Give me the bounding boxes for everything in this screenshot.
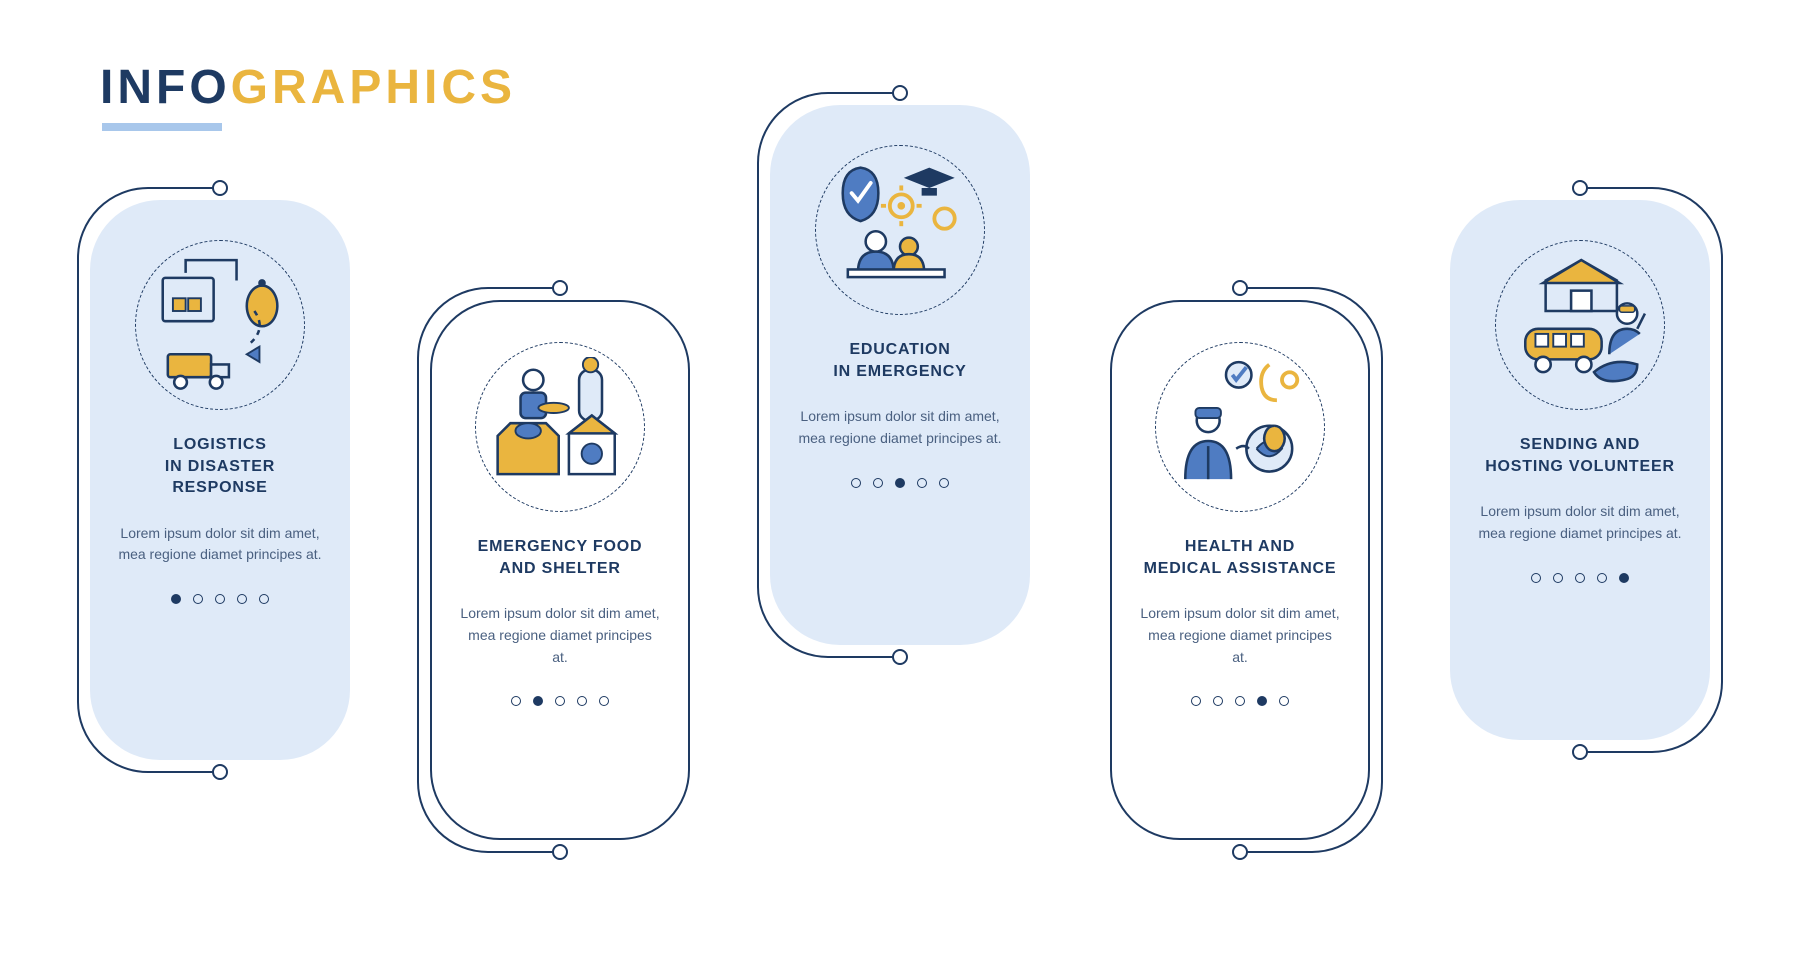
dot [1531, 573, 1541, 583]
bracket-endpoint [212, 764, 228, 780]
bracket-endpoint [892, 85, 908, 101]
dot [851, 478, 861, 488]
dot [917, 478, 927, 488]
card-slot-food-shelter: EMERGENCY FOOD AND SHELTER Lorem ipsum do… [420, 105, 700, 840]
education-icon [815, 145, 985, 315]
dot [1279, 696, 1289, 706]
volunteer-icon [1495, 240, 1665, 410]
card-title: EMERGENCY FOOD AND SHELTER [458, 536, 662, 579]
card-title: HEALTH AND MEDICAL ASSISTANCE [1138, 536, 1342, 579]
bracket-endpoint [892, 649, 908, 665]
dot [237, 594, 247, 604]
card-body: Lorem ipsum dolor sit dim amet, mea regi… [1138, 603, 1342, 668]
card-slot-volunteer: SENDING AND HOSTING VOLUNTEER Lorem ipsum… [1440, 105, 1720, 740]
card-volunteer: SENDING AND HOSTING VOLUNTEER Lorem ipsum… [1450, 200, 1710, 740]
pagination-dots [796, 478, 1004, 488]
dot [1619, 573, 1629, 583]
card-slot-education: EDUCATION IN EMERGENCY Lorem ipsum dolor … [760, 105, 1040, 645]
dot [1597, 573, 1607, 583]
pagination-dots [1476, 573, 1684, 583]
dot [1575, 573, 1585, 583]
card-slot-health: HEALTH AND MEDICAL ASSISTANCE Lorem ipsum… [1100, 105, 1380, 840]
card-body: Lorem ipsum dolor sit dim amet, mea regi… [1476, 501, 1684, 544]
card-title: LOGISTICS IN DISASTER RESPONSE [116, 434, 324, 499]
pagination-dots [458, 696, 662, 706]
dot [1257, 696, 1267, 706]
card-health: HEALTH AND MEDICAL ASSISTANCE Lorem ipsum… [1110, 300, 1370, 840]
card-title: EDUCATION IN EMERGENCY [796, 339, 1004, 382]
dot [895, 478, 905, 488]
card-title: SENDING AND HOSTING VOLUNTEER [1476, 434, 1684, 477]
dot [939, 478, 949, 488]
bracket-endpoint [1572, 744, 1588, 760]
bracket-endpoint [1572, 180, 1588, 196]
pagination-dots [116, 594, 324, 604]
card-logistics: LOGISTICS IN DISASTER RESPONSE Lorem ipsu… [90, 200, 350, 760]
logistics-icon [135, 240, 305, 410]
dot [1553, 573, 1563, 583]
health-icon [1155, 342, 1325, 512]
dot [171, 594, 181, 604]
food-shelter-icon [475, 342, 645, 512]
card-education: EDUCATION IN EMERGENCY Lorem ipsum dolor … [770, 105, 1030, 645]
card-slot-logistics: LOGISTICS IN DISASTER RESPONSE Lorem ipsu… [80, 105, 360, 760]
dot [511, 696, 521, 706]
dot [533, 696, 543, 706]
dot [193, 594, 203, 604]
bracket-endpoint [552, 280, 568, 296]
bracket-endpoint [1232, 844, 1248, 860]
dot [1213, 696, 1223, 706]
dot [577, 696, 587, 706]
dot [1191, 696, 1201, 706]
cards-container: LOGISTICS IN DISASTER RESPONSE Lorem ipsu… [80, 105, 1720, 840]
dot [259, 594, 269, 604]
dot [215, 594, 225, 604]
dot [555, 696, 565, 706]
bracket-endpoint [212, 180, 228, 196]
dot [873, 478, 883, 488]
card-body: Lorem ipsum dolor sit dim amet, mea regi… [796, 406, 1004, 449]
bracket-endpoint [1232, 280, 1248, 296]
card-food-shelter: EMERGENCY FOOD AND SHELTER Lorem ipsum do… [430, 300, 690, 840]
dot [599, 696, 609, 706]
card-body: Lorem ipsum dolor sit dim amet, mea regi… [458, 603, 662, 668]
bracket-endpoint [552, 844, 568, 860]
pagination-dots [1138, 696, 1342, 706]
dot [1235, 696, 1245, 706]
card-body: Lorem ipsum dolor sit dim amet, mea regi… [116, 523, 324, 566]
